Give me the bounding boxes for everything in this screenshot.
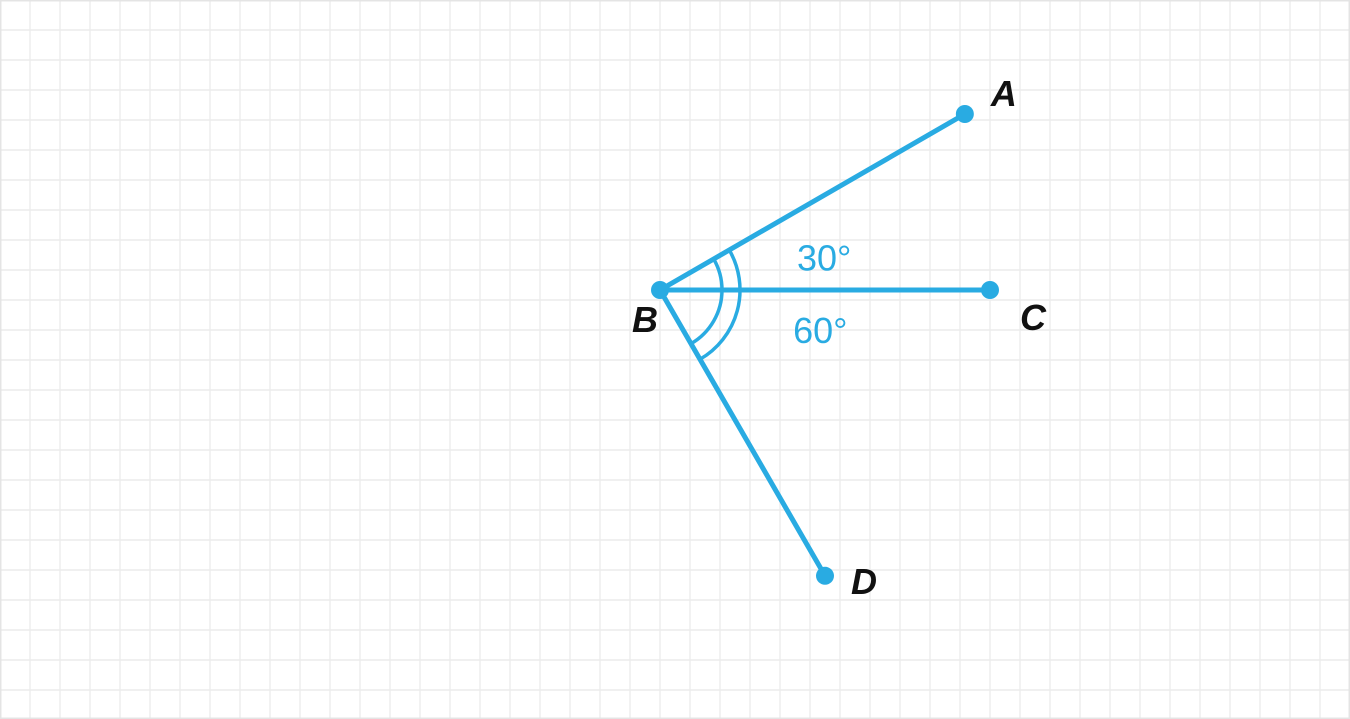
point-label-b: B: [632, 299, 658, 340]
point-label-d: D: [851, 561, 877, 602]
geometry-diagram: 30° 60° B A C D: [0, 0, 1350, 719]
point-label-c: C: [1020, 297, 1047, 338]
point-b: [651, 281, 669, 299]
grid: [0, 0, 1350, 719]
point-d: [816, 567, 834, 585]
angle-label: 60°: [793, 310, 847, 351]
angle-label: 30°: [797, 237, 851, 278]
angle-arc: [691, 290, 722, 344]
point-a: [956, 105, 974, 123]
angle-arc: [714, 259, 722, 290]
point-c: [981, 281, 999, 299]
point-label-a: A: [990, 73, 1017, 114]
